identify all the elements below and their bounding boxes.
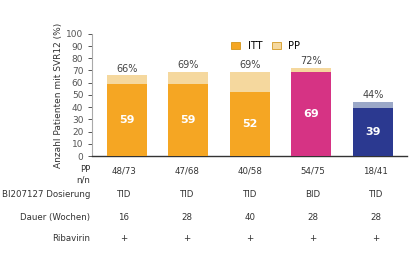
Text: 28: 28 [370,213,381,222]
Text: 28: 28 [181,213,192,222]
Bar [107,75,147,156]
Bar [291,68,331,156]
Bar [168,84,208,156]
Text: +: + [246,234,254,243]
Text: 72%: 72% [301,56,322,66]
Text: BID: BID [305,190,320,199]
Text: +: + [183,234,191,243]
Text: 39: 39 [365,127,381,137]
Text: TID: TID [117,190,131,199]
Text: 47/68: 47/68 [174,166,199,176]
Bar [353,108,393,156]
Text: Ribavirin: Ribavirin [52,234,90,243]
Bar [230,93,270,156]
Text: 40/58: 40/58 [237,166,262,176]
Text: 69: 69 [304,109,319,119]
Text: TID: TID [369,190,383,199]
Text: TID: TID [180,190,194,199]
Text: 28: 28 [307,213,318,222]
Text: +: + [309,234,317,243]
Text: 66%: 66% [116,63,137,74]
Text: TID: TID [243,190,257,199]
Text: +: + [372,234,380,243]
Text: +: + [120,234,128,243]
Text: 69%: 69% [178,60,199,70]
Bar [107,84,147,156]
Y-axis label: Anzahl Patienten mit SVR12 (%): Anzahl Patienten mit SVR12 (%) [54,22,63,167]
Bar [168,72,208,156]
Text: PP
n/n: PP n/n [76,165,90,185]
Text: 69%: 69% [239,60,260,70]
Text: 59: 59 [181,115,196,125]
Bar [291,72,331,156]
Text: 54/75: 54/75 [300,166,326,176]
Text: BI207127 Dosierung: BI207127 Dosierung [2,190,90,199]
Bar [353,102,393,156]
Text: 59: 59 [119,115,134,125]
Text: Dauer (Wochen): Dauer (Wochen) [20,213,90,222]
Text: 16: 16 [118,213,129,222]
Text: 44%: 44% [362,90,384,100]
Bar [230,72,270,156]
Text: 40: 40 [244,213,255,222]
Text: 18/41: 18/41 [363,166,389,176]
Text: 52: 52 [242,119,257,129]
Legend: ITT, PP: ITT, PP [229,39,302,53]
Text: 48/73: 48/73 [111,166,136,176]
